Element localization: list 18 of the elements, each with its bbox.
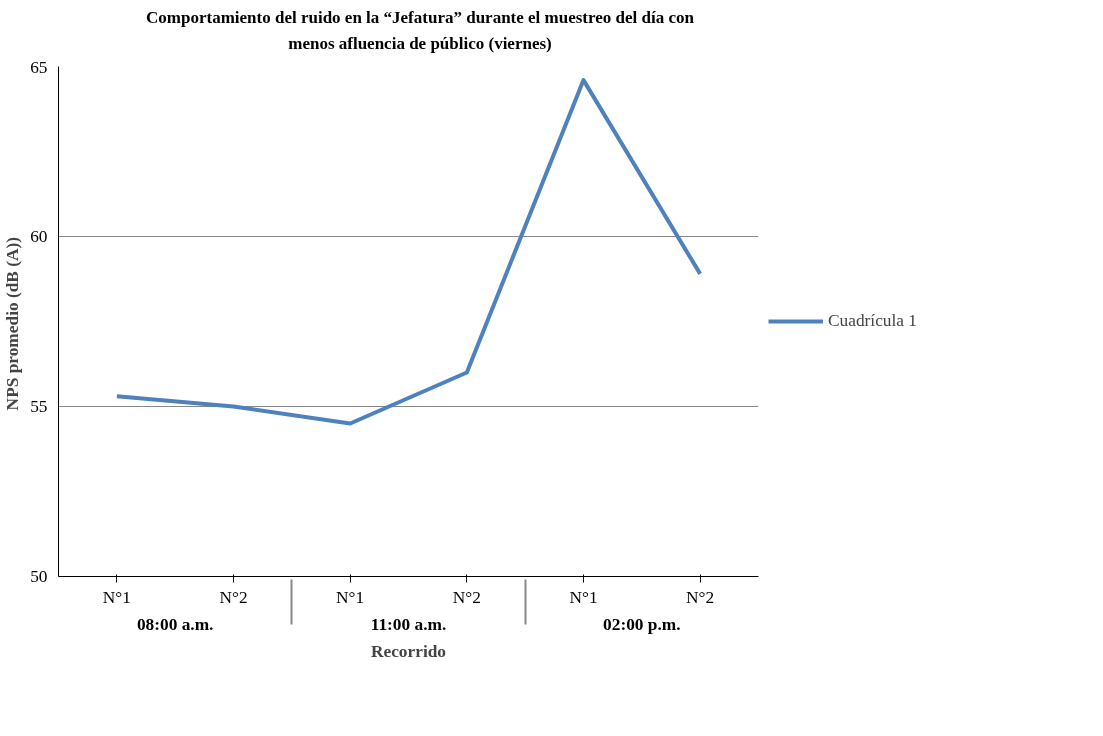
x-tick-label: N°2 bbox=[219, 587, 248, 607]
y-tick-label: 55 bbox=[30, 397, 48, 416]
x-tick-label: N°1 bbox=[569, 587, 598, 607]
text: 08:00 a.m. bbox=[136, 614, 214, 634]
x-tick-label: N°1 bbox=[336, 587, 365, 607]
y-tick-label: 65 bbox=[30, 57, 48, 77]
x-tick-label: N°2 bbox=[452, 587, 481, 607]
chart-title: Comportamiento del ruido en la “Jefatura” durante el muestreo del día con menos afluencia de público (viernes) bbox=[146, 7, 694, 55]
x-tick-label: N°2 bbox=[686, 587, 715, 607]
y-tick-label: 50 bbox=[30, 567, 48, 586]
line-series bbox=[114, 78, 703, 426]
y-axis-title: NPS promedio (dB (A)) bbox=[3, 236, 23, 411]
text: 02:00 p.m. bbox=[603, 614, 681, 634]
legend-label: Cuadrícula 1 bbox=[828, 311, 918, 331]
x-axis-title: Recorrido bbox=[370, 641, 447, 661]
x-tick-label: N°1 bbox=[102, 587, 131, 607]
y-tick-label: 60 bbox=[30, 227, 48, 246]
text: 11:00 a.m. bbox=[370, 614, 447, 634]
